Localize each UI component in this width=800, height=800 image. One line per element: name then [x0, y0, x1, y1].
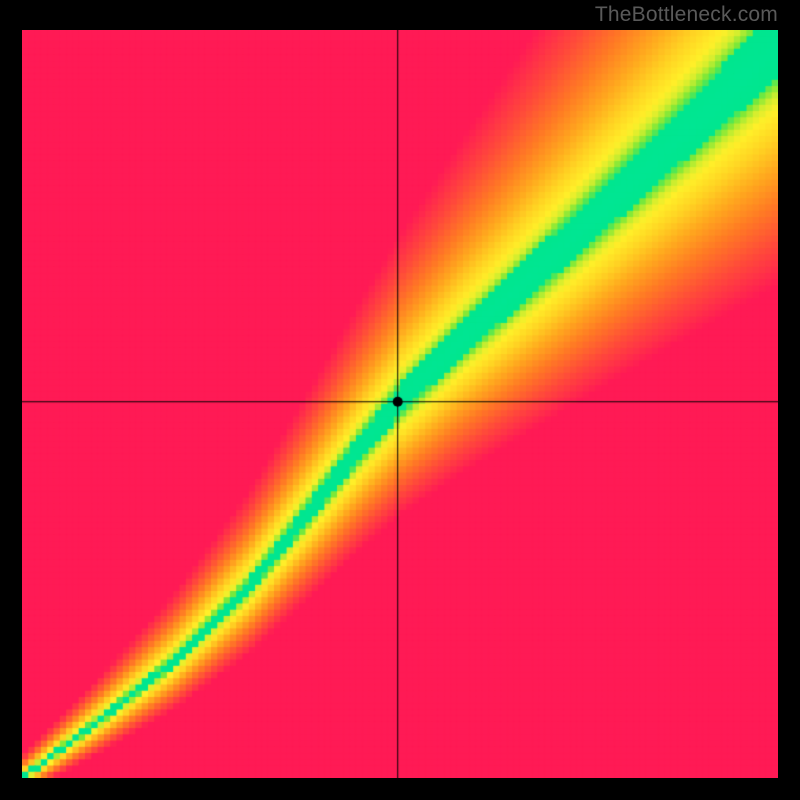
plot-area	[22, 30, 778, 778]
heatmap-canvas	[22, 30, 778, 778]
watermark-text: TheBottleneck.com	[595, 3, 778, 27]
figure-container: TheBottleneck.com	[0, 0, 800, 800]
